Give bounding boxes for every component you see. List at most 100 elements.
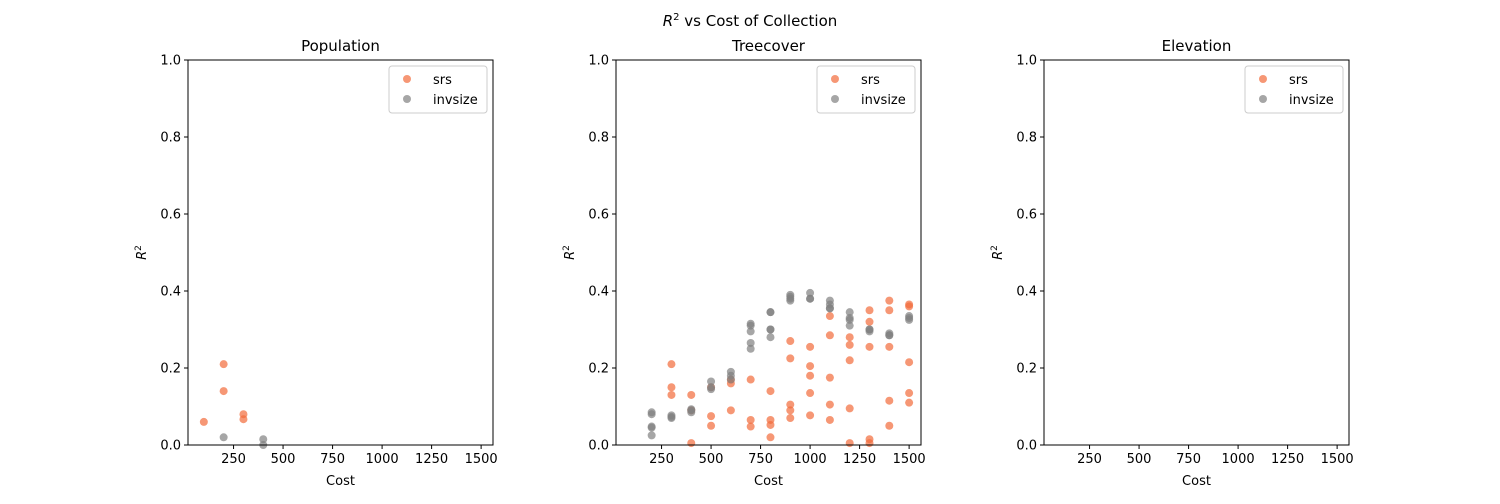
legend-marker-srs [831, 75, 839, 83]
x-tick-label: 1500 [893, 452, 926, 467]
data-point-srs [219, 360, 228, 369]
data-point-srs [865, 306, 874, 315]
legend-box [816, 65, 916, 114]
data-point-srs [786, 354, 795, 363]
data-point-srs [865, 342, 874, 351]
y-axis-label: R2 [562, 245, 578, 260]
subplot-title: Treecover [731, 37, 806, 55]
x-tick-label: 500 [1127, 452, 1152, 467]
data-point-invsize [746, 338, 755, 347]
subplots: Population 250 500 750 1000 1250 1500 0.0 0.2 0.4… [134, 37, 1354, 489]
suptitle-rest: vs Cost of Collection [680, 12, 838, 30]
y-tick-label: 0.4 [1016, 285, 1037, 300]
data-point-srs [687, 439, 696, 448]
data-point-srs [726, 406, 735, 415]
subplot-population: Population 250 500 750 1000 1250 1500 0.0 0.2 0.4… [134, 37, 498, 489]
data-point-srs [825, 400, 834, 409]
data-point-srs [845, 439, 854, 448]
data-point-srs [885, 306, 894, 315]
data-point-srs [707, 421, 716, 430]
data-point-srs [667, 390, 676, 399]
data-point-invsize [865, 327, 874, 336]
legend-label-srs: srs [1289, 73, 1308, 88]
y-tick-label: 0.0 [1016, 439, 1037, 454]
y-tick-label: 0.6 [588, 208, 609, 223]
data-point-srs [806, 342, 815, 351]
data-point-invsize [746, 344, 755, 353]
data-point-srs [687, 390, 696, 399]
y-axis-label: R2 [990, 245, 1006, 260]
data-point-srs [239, 415, 248, 424]
data-point-srs [806, 389, 815, 398]
data-point-srs [865, 317, 874, 326]
y-tick-label: 0.0 [588, 439, 609, 454]
x-tick-label: 250 [221, 452, 246, 467]
legend-marker-srs [403, 75, 411, 83]
data-point-srs [885, 421, 894, 430]
data-point-invsize [726, 375, 735, 384]
data-point-invsize [746, 321, 755, 330]
data-point-srs [806, 411, 815, 420]
data-point-srs [199, 417, 208, 426]
data-point-srs [905, 389, 914, 398]
suptitle-sup: 2 [673, 12, 679, 23]
x-axis-label: Cost [326, 474, 355, 489]
x-tick-label: 1250 [1271, 452, 1304, 467]
y-tick-label: 0.2 [1016, 362, 1037, 377]
y-tick-label: 1.0 [160, 54, 181, 69]
x-tick-label: 1250 [415, 452, 448, 467]
data-point-srs [786, 400, 795, 409]
subplot-title: Population [301, 37, 380, 55]
y-tick-label: 0.4 [588, 285, 609, 300]
x-tick-label: 750 [320, 452, 345, 467]
legend-marker-invsize [831, 95, 839, 103]
data-point-srs [219, 387, 228, 396]
subplot-title: Elevation [1162, 37, 1232, 55]
subplot-elevation: Elevation 250 500 750 1000 1250 1500 0.0 0.2 0.4 0… [990, 37, 1354, 489]
data-point-invsize [786, 296, 795, 305]
data-point-srs [845, 333, 854, 342]
data-point-srs [667, 360, 676, 369]
legend-marker-invsize [403, 95, 411, 103]
y-tick-label: 0.6 [1016, 208, 1037, 223]
legend-label-invsize: invsize [1289, 93, 1334, 108]
data-point-srs [845, 356, 854, 365]
y-tick-label: 0.6 [160, 208, 181, 223]
data-point-invsize [845, 315, 854, 324]
data-point-invsize [219, 433, 228, 442]
y-tick-label: 0.2 [588, 362, 609, 377]
y-axis-label-symbol: R [135, 251, 150, 260]
data-point-invsize [647, 431, 656, 440]
figure-suptitle: R2 vs Cost of Collection [663, 12, 838, 30]
y-axis-label-symbol: R [991, 251, 1006, 260]
x-tick-label: 250 [1077, 452, 1102, 467]
x-tick-label: 1500 [465, 452, 498, 467]
legend-label-invsize: invsize [433, 93, 478, 108]
y-tick-label: 0.8 [1016, 131, 1037, 146]
x-tick-label: 750 [1176, 452, 1201, 467]
data-point-invsize [667, 414, 676, 423]
y-tick-label: 0.0 [160, 439, 181, 454]
data-point-srs [746, 422, 755, 431]
data-point-invsize [806, 288, 815, 297]
legend: srs invsize [388, 65, 488, 114]
data-point-invsize [766, 333, 775, 342]
x-tick-label: 1000 [1222, 452, 1255, 467]
data-point-invsize [845, 321, 854, 330]
data-point-srs [885, 296, 894, 305]
data-point-srs [905, 358, 914, 367]
data-point-invsize [806, 294, 815, 303]
data-point-invsize [707, 377, 716, 386]
x-axis-label: Cost [1182, 474, 1211, 489]
y-tick-label: 0.2 [160, 362, 181, 377]
data-point-srs [825, 312, 834, 321]
plot-frame [187, 59, 494, 446]
data-point-srs [746, 415, 755, 424]
plot-frame [615, 59, 922, 446]
legend-marker-invsize [1259, 95, 1267, 103]
data-point-invsize [845, 308, 854, 317]
x-tick-label: 1000 [366, 452, 399, 467]
data-point-invsize [687, 408, 696, 417]
